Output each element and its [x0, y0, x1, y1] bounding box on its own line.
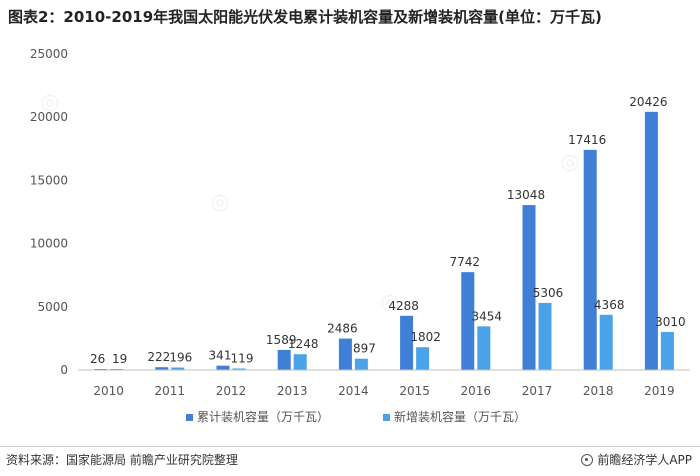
bar-cumulative: [522, 205, 536, 370]
x-tick-label: 2018: [583, 384, 614, 398]
bar-cumulative: [644, 111, 658, 370]
bar-cumulative: [400, 315, 414, 370]
data-label-new: 19: [112, 352, 127, 366]
data-label-new: 196: [169, 351, 192, 365]
bar-new: [354, 358, 368, 370]
data-label-cumulative: 341: [209, 349, 232, 363]
bar-new: [171, 367, 185, 370]
footer-divider: [0, 446, 700, 447]
data-label-cumulative: 2486: [327, 322, 358, 336]
data-label-new: 897: [353, 342, 376, 356]
bar-new: [477, 326, 491, 370]
data-label-new: 1802: [410, 330, 441, 344]
legend-label: 新增装机容量（万千瓦）: [394, 409, 526, 424]
data-label-new: 3010: [655, 315, 686, 329]
x-tick-label: 2016: [461, 384, 492, 398]
x-tick-label: 2019: [644, 384, 675, 398]
brand-logo-icon: [581, 453, 594, 466]
bar-new: [660, 331, 674, 370]
brand-name: 前瞻经济学人APP: [597, 453, 692, 467]
bar-new: [232, 368, 246, 370]
legend-swatch: [383, 414, 390, 421]
bar-cumulative: [338, 338, 352, 370]
data-label-cumulative: 222: [147, 350, 170, 364]
bar-chart: 0 5000 10000 15000 20000 25000 26 222 341 1589 24…: [30, 47, 690, 424]
data-label-cumulative: 17416: [568, 133, 606, 147]
bar-series: [94, 111, 674, 370]
legend: 累计装机容量（万千瓦） 新增装机容量（万千瓦）: [186, 409, 526, 424]
x-axis: 2010 2011 2012 2013 2014 2015 2016 2017 2018 2019: [78, 369, 690, 398]
data-labels: 26 222 341 1589 2486 4288 7742 13048 17416 20426 1…: [90, 95, 686, 366]
source-note: 资料来源：国家能源局 前瞻产业研究院整理: [6, 453, 238, 467]
bar-cumulative: [155, 367, 169, 370]
y-tick-label: 5000: [37, 300, 68, 314]
x-tick-label: 2017: [522, 384, 553, 398]
bar-cumulative: [461, 272, 475, 370]
data-label-cumulative: 4288: [388, 299, 419, 313]
x-tick-label: 2011: [155, 384, 186, 398]
data-label-new: 119: [231, 351, 254, 365]
chart-title: 图表2：2010-2019年我国太阳能光伏发电累计装机容量及新增装机容量(单位：…: [8, 8, 602, 26]
data-label-cumulative: 13048: [507, 188, 545, 202]
data-label-cumulative: 20426: [629, 95, 667, 109]
brand: 前瞻经济学人APP: [581, 451, 692, 468]
data-label-new: 3454: [472, 309, 503, 323]
bar-cumulative: [583, 149, 597, 370]
x-tick-label: 2010: [93, 384, 124, 398]
y-axis: 0 5000 10000 15000 20000 25000: [30, 47, 68, 377]
bar-new: [416, 347, 430, 370]
y-tick-label: 10000: [30, 237, 68, 251]
x-tick-label: 2013: [277, 384, 308, 398]
bar-cumulative: [277, 349, 291, 370]
y-tick-label: 0: [60, 363, 68, 377]
y-tick-label: 15000: [30, 173, 68, 187]
data-label-cumulative: 26: [90, 352, 105, 366]
bar-cumulative: [216, 365, 230, 370]
x-tick-label: 2015: [399, 384, 430, 398]
x-tick-label: 2014: [338, 384, 369, 398]
x-tick-label: 2012: [216, 384, 247, 398]
bar-new: [293, 354, 307, 370]
data-label-cumulative: 1589: [266, 333, 297, 347]
data-label-new: 5306: [533, 286, 564, 300]
data-label-cumulative: 7742: [450, 255, 481, 269]
y-tick-label: 20000: [30, 110, 68, 124]
bar-new: [538, 302, 552, 370]
bar-new: [599, 314, 613, 370]
data-label-new: 1248: [288, 337, 319, 351]
legend-label: 累计装机容量（万千瓦）: [197, 409, 329, 424]
legend-swatch: [186, 414, 193, 421]
data-label-new: 4368: [594, 298, 625, 312]
y-tick-label: 25000: [30, 47, 68, 61]
